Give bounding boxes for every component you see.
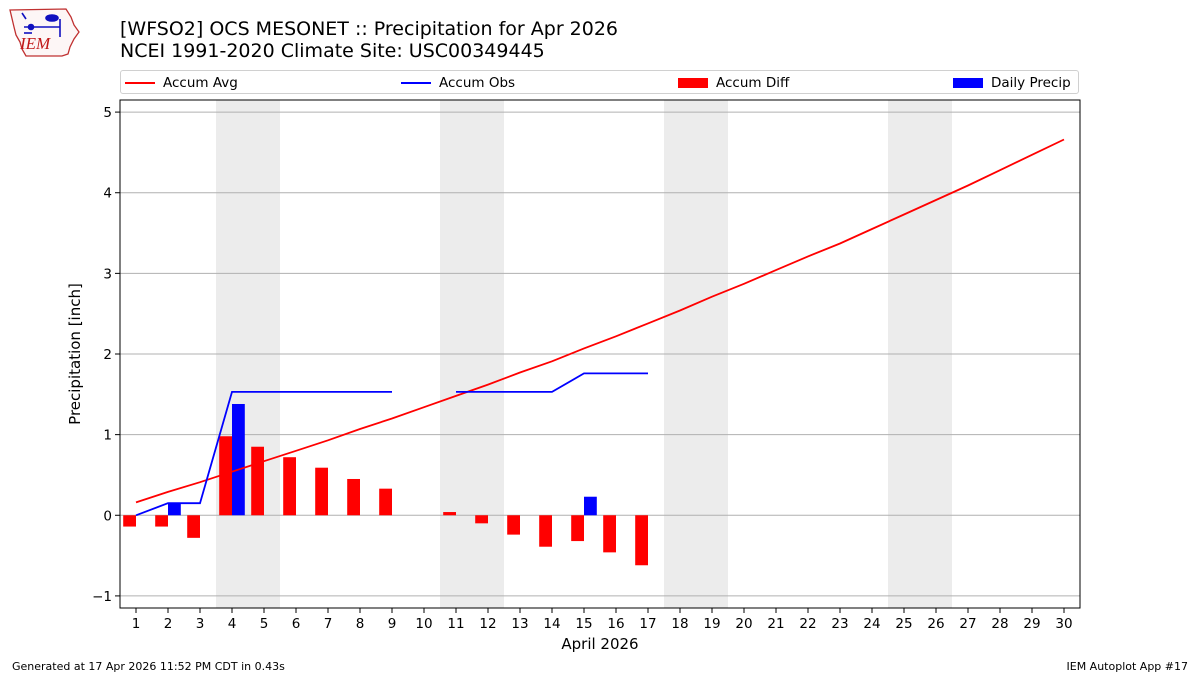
- daily-precip-bar: [232, 403, 245, 516]
- iem-logo: IEM: [9, 8, 80, 57]
- x-tick-label: 28: [991, 616, 1008, 632]
- x-tick-label: 4: [228, 616, 237, 632]
- legend-label: Accum Avg: [163, 75, 238, 91]
- x-tick-label: 3: [196, 616, 205, 632]
- accum-diff-bar: [443, 512, 456, 516]
- accum-diff-bar: [603, 515, 616, 553]
- accum-diff-bar: [251, 446, 264, 516]
- x-tick-label: 14: [543, 616, 560, 632]
- x-tick-label: 27: [959, 616, 976, 632]
- weekend-band: [920, 100, 952, 608]
- iowa-outline-icon: [9, 8, 80, 57]
- y-tick-label: 0: [103, 508, 112, 524]
- weekend-shading: [216, 100, 952, 608]
- x-tick-label: 18: [671, 616, 688, 632]
- legend-item-accum-obs: Accum Obs: [401, 74, 515, 92]
- x-tick-label: 13: [511, 616, 528, 632]
- accum-diff-bar: [283, 457, 296, 516]
- plot-frame: [119, 99, 1081, 609]
- accum-diff-bar: [219, 436, 232, 516]
- y-tick-label: 3: [103, 266, 112, 282]
- accum-diff-bar: [475, 515, 488, 524]
- legend-label: Accum Diff: [716, 75, 790, 91]
- y-tick-label: 2: [103, 347, 112, 363]
- y-tick-label: 1: [103, 428, 112, 444]
- x-tick-label: 2: [164, 616, 173, 632]
- x-tick-label: 26: [927, 616, 944, 632]
- y-tick-label: −1: [92, 589, 112, 605]
- x-tick-label: 22: [799, 616, 816, 632]
- accum-avg-line: [135, 138, 1065, 504]
- weekend-band: [248, 100, 280, 608]
- bars: [123, 403, 648, 566]
- accum-diff-bar: [507, 515, 520, 535]
- chart-title: [WFSO2] OCS MESONET :: Precipitation for…: [120, 18, 619, 40]
- x-tick-label: 24: [863, 616, 880, 632]
- accum-diff-bar: [315, 467, 328, 516]
- y-tick-label: 5: [103, 105, 112, 121]
- footer-generated: Generated at 17 Apr 2026 11:52 PM CDT in…: [12, 660, 285, 673]
- accum-diff-bar: [123, 515, 136, 527]
- accum-diff-bar: [571, 515, 584, 542]
- x-tick-label: 16: [607, 616, 624, 632]
- legend-swatch-accum-avg: [125, 82, 155, 84]
- legend-item-accum-avg: Accum Avg: [125, 74, 238, 92]
- x-tick-label: 29: [1023, 616, 1040, 632]
- accum-diff-bar: [379, 488, 392, 516]
- weekend-band: [888, 100, 920, 608]
- daily-precip-bar: [168, 503, 181, 516]
- accum-diff-bar: [187, 515, 200, 538]
- daily-precip-bar: [584, 496, 597, 516]
- x-tick-label: 9: [388, 616, 397, 632]
- x-tick-label: 12: [479, 616, 496, 632]
- x-axis-label: April 2026: [561, 635, 638, 653]
- accum-diff-bar: [635, 515, 648, 566]
- x-tick-label: 19: [703, 616, 720, 632]
- chart-legend: Accum Avg Accum Obs Accum Diff Daily Pre…: [120, 70, 1079, 94]
- x-tick-label: 15: [575, 616, 592, 632]
- x-tick-label: 25: [895, 616, 912, 632]
- weekend-band: [216, 100, 248, 608]
- legend-label: Accum Obs: [439, 75, 516, 91]
- x-tick-label: 23: [831, 616, 848, 632]
- legend-item-daily-precip: Daily Precip: [953, 74, 1071, 92]
- x-tick-label: 21: [767, 616, 784, 632]
- accum-diff-bar: [155, 515, 168, 527]
- weekend-band: [664, 100, 696, 608]
- y-tick-label: 4: [103, 186, 112, 202]
- weather-station-icon: [21, 12, 61, 37]
- legend-swatch-accum-diff: [678, 78, 708, 88]
- accum-diff-bar: [539, 515, 552, 547]
- x-tick-label: 6: [292, 616, 301, 632]
- legend-swatch-accum-obs: [401, 82, 431, 84]
- accum-diff-bar: [347, 478, 360, 516]
- accum-obs-line: [456, 372, 648, 393]
- gridlines: [120, 111, 1080, 597]
- x-tick-label: 7: [324, 616, 333, 632]
- x-tick-label: 30: [1055, 616, 1072, 632]
- x-tick-label: 11: [447, 616, 464, 632]
- chart-subtitle: NCEI 1991-2020 Climate Site: USC00349445: [120, 40, 545, 62]
- x-tick-label: 17: [639, 616, 656, 632]
- x-tick-label: 20: [735, 616, 752, 632]
- series-lines: [135, 138, 1065, 517]
- footer-app: IEM Autoplot App #17: [1066, 660, 1189, 673]
- y-axis-label: Precipitation [inch]: [66, 283, 84, 425]
- x-tick-label: 10: [415, 616, 432, 632]
- accum-obs-line: [135, 390, 392, 517]
- legend-label: Daily Precip: [991, 75, 1071, 91]
- x-tick-label: 1: [132, 616, 141, 632]
- weekend-band: [440, 100, 472, 608]
- iem-logo-text: IEM: [19, 34, 51, 53]
- x-tick-label: 8: [356, 616, 365, 632]
- weekend-band: [696, 100, 728, 608]
- legend-item-accum-diff: Accum Diff: [678, 74, 789, 92]
- x-tick-label: 5: [260, 616, 269, 632]
- legend-swatch-daily-precip: [953, 78, 983, 88]
- weekend-band: [472, 100, 504, 608]
